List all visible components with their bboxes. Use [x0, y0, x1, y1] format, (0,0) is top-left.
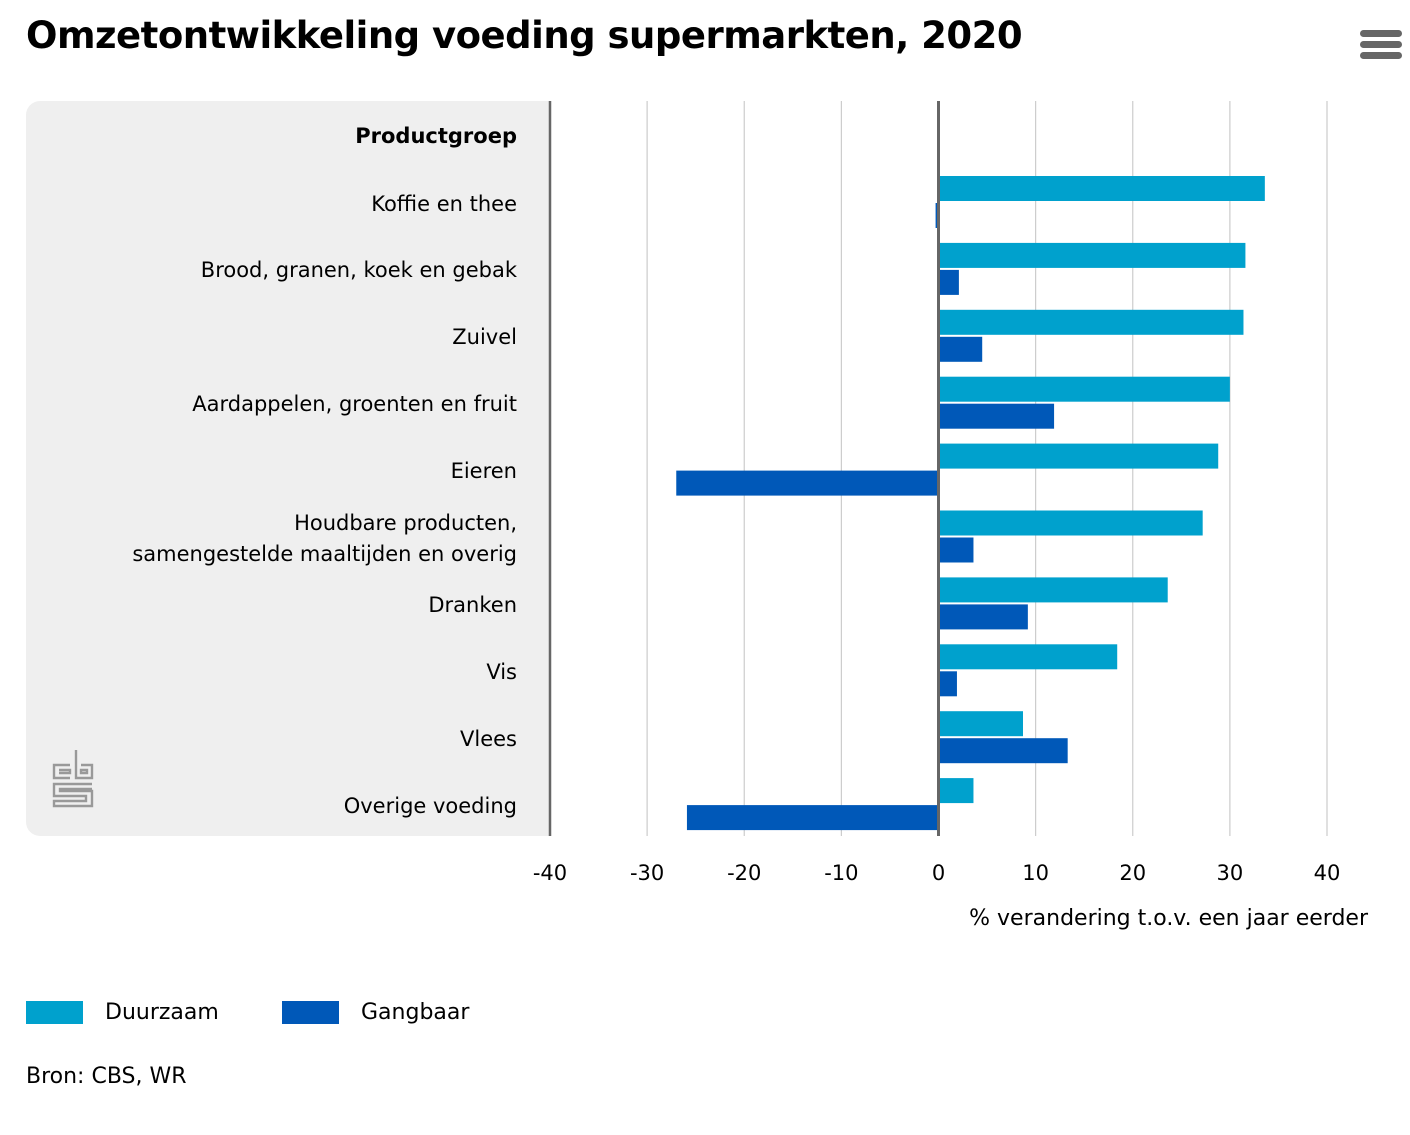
cbs-logo-icon: [52, 750, 94, 808]
category-label: Houdbare producten, samengestelde maaltij…: [132, 508, 517, 570]
x-tick-label: -40: [533, 861, 567, 885]
category-label-panel: [26, 101, 549, 836]
category-label: Vlees: [460, 724, 517, 755]
bar-gangbaar: [938, 671, 957, 697]
category-label-line: Brood, granen, koek en gebak: [200, 258, 517, 283]
bar-duurzaam: [938, 443, 1219, 469]
bar-gangbaar: [686, 805, 939, 831]
x-tick-label: 0: [932, 861, 945, 885]
category-label-line: Aardappelen, groenten en fruit: [192, 392, 517, 417]
category-label-line: Koffie en thee: [371, 191, 517, 216]
legend-item-gangbaar[interactable]: Gangbaar: [282, 1000, 469, 1025]
legend-label-gangbaar: Gangbaar: [361, 1000, 470, 1025]
x-axis-title: % verandering t.o.v. een jaar eerder: [969, 906, 1369, 931]
x-tick-label: -30: [630, 861, 664, 885]
bar-duurzaam: [938, 711, 1023, 737]
x-tick-label: 10: [1022, 861, 1049, 885]
source-note: Bron: CBS, WR: [26, 1064, 187, 1089]
category-label: Aardappelen, groenten en fruit: [192, 389, 517, 420]
menu-line: [1360, 52, 1402, 59]
category-label: Brood, granen, koek en gebak: [201, 255, 517, 286]
chart-title: Omzetontwikkeling voeding supermarkten, …: [26, 14, 1023, 57]
menu-line: [1360, 30, 1402, 37]
bar-duurzaam: [938, 309, 1244, 335]
bar-duurzaam: [938, 176, 1265, 201]
category-label-line: Dranken: [428, 592, 517, 617]
category-label-line: Vlees: [460, 726, 517, 751]
legend-item-duurzaam[interactable]: Duurzaam: [26, 1000, 219, 1025]
category-label: Zuivel: [452, 322, 517, 353]
category-header-line: Productgroep: [355, 123, 517, 148]
bar-duurzaam: [938, 644, 1118, 670]
bar-gangbaar: [938, 403, 1055, 429]
category-label: Eieren: [451, 456, 517, 487]
bar-gangbaar: [938, 269, 959, 295]
bar-gangbaar: [938, 738, 1068, 764]
bar-gangbaar: [676, 470, 939, 496]
bar-duurzaam: [938, 577, 1168, 603]
category-label-line: Eieren: [450, 459, 517, 484]
bar-duurzaam: [938, 510, 1203, 536]
x-tick-label: 30: [1217, 861, 1244, 885]
category-header: Productgroep: [355, 121, 517, 152]
category-label: Overige voeding: [344, 791, 517, 822]
x-tick-label: 20: [1119, 861, 1146, 885]
bar-chart: -40 -30 -20 -10 0 10 20 30 40 % verandering t.o.v…: [533, 101, 1369, 931]
bar-duurzaam: [938, 376, 1230, 402]
bar-gangbaar: [938, 336, 983, 362]
bar-duurzaam: [938, 778, 974, 804]
category-label-line: Houdbare producten,: [294, 510, 517, 535]
hamburger-menu-icon[interactable]: [1360, 30, 1402, 64]
x-tick-label: 40: [1314, 861, 1341, 885]
x-tick-label: -20: [727, 861, 761, 885]
legend-swatch-duurzaam: [26, 1001, 83, 1024]
category-label: Vis: [486, 657, 517, 688]
bar-gangbaar: [938, 604, 1028, 630]
bar-gangbaar: [938, 537, 974, 563]
x-tick-label: -10: [824, 861, 858, 885]
category-label-line: Overige voeding: [343, 793, 517, 818]
bar-duurzaam: [938, 242, 1246, 268]
category-label-line: Vis: [486, 659, 517, 684]
legend-label-duurzaam: Duurzaam: [105, 1000, 219, 1025]
category-label-line: samengestelde maaltijden en overig: [132, 541, 517, 566]
menu-line: [1360, 41, 1402, 48]
category-label-line: Zuivel: [452, 325, 517, 350]
legend-swatch-gangbaar: [282, 1001, 339, 1024]
category-label: Koffie en thee: [371, 189, 517, 220]
category-label: Dranken: [428, 590, 517, 621]
